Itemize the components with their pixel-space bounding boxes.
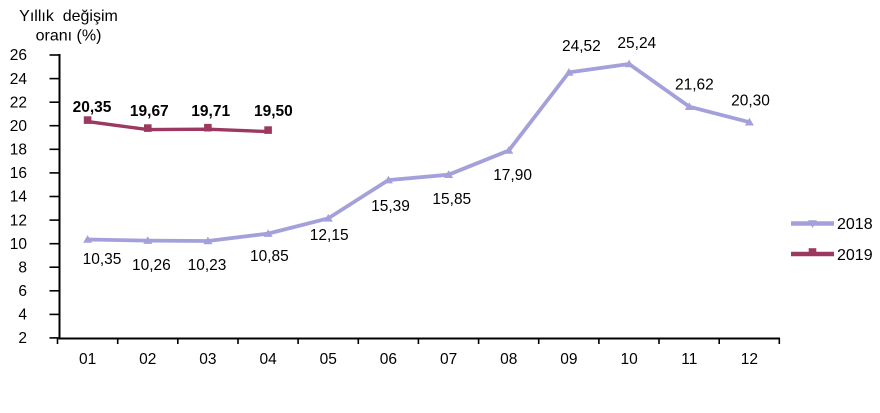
svg-text:02: 02 [139,351,156,368]
svg-text:22: 22 [10,94,27,111]
svg-text:oranı (%): oranı (%) [36,28,102,45]
svg-text:01: 01 [79,351,96,368]
svg-text:19,71: 19,71 [191,103,230,120]
svg-text:14: 14 [10,189,28,206]
svg-text:15,85: 15,85 [432,191,471,208]
svg-text:Yıllık değişim: Yıllık değişim [19,8,118,25]
svg-text:18: 18 [10,142,27,159]
svg-text:05: 05 [320,351,337,368]
svg-text:21,62: 21,62 [675,77,714,94]
svg-text:09: 09 [560,351,577,368]
svg-text:15,39: 15,39 [371,198,410,215]
svg-text:12: 12 [741,351,758,368]
svg-text:11: 11 [681,351,697,368]
svg-text:10: 10 [620,351,638,368]
svg-text:16: 16 [10,165,27,182]
svg-text:8: 8 [18,259,27,276]
svg-text:06: 06 [380,351,397,368]
svg-text:6: 6 [18,283,27,300]
svg-text:04: 04 [259,351,277,368]
svg-text:4: 4 [18,307,27,324]
svg-text:07: 07 [440,351,457,368]
svg-text:20,35: 20,35 [73,99,112,116]
svg-text:08: 08 [500,351,517,368]
svg-text:2019: 2019 [837,247,873,264]
svg-text:10,85: 10,85 [250,248,289,265]
svg-text:25,24: 25,24 [617,35,656,52]
svg-text:2: 2 [18,330,27,347]
svg-text:19,67: 19,67 [130,103,169,120]
svg-text:12,15: 12,15 [310,227,349,244]
svg-text:26: 26 [10,47,27,64]
svg-text:20: 20 [10,118,28,135]
svg-text:10,26: 10,26 [132,257,171,274]
svg-text:17,90: 17,90 [493,167,532,184]
svg-text:24: 24 [10,71,28,88]
svg-text:10,23: 10,23 [188,257,227,274]
svg-text:2018: 2018 [837,216,873,233]
svg-text:24,52: 24,52 [562,38,601,55]
svg-text:03: 03 [199,351,216,368]
svg-text:10: 10 [10,236,28,253]
svg-text:19,50: 19,50 [254,103,293,120]
svg-text:20,30: 20,30 [731,93,770,110]
svg-text:10,35: 10,35 [83,251,122,268]
svg-text:12: 12 [10,212,27,229]
